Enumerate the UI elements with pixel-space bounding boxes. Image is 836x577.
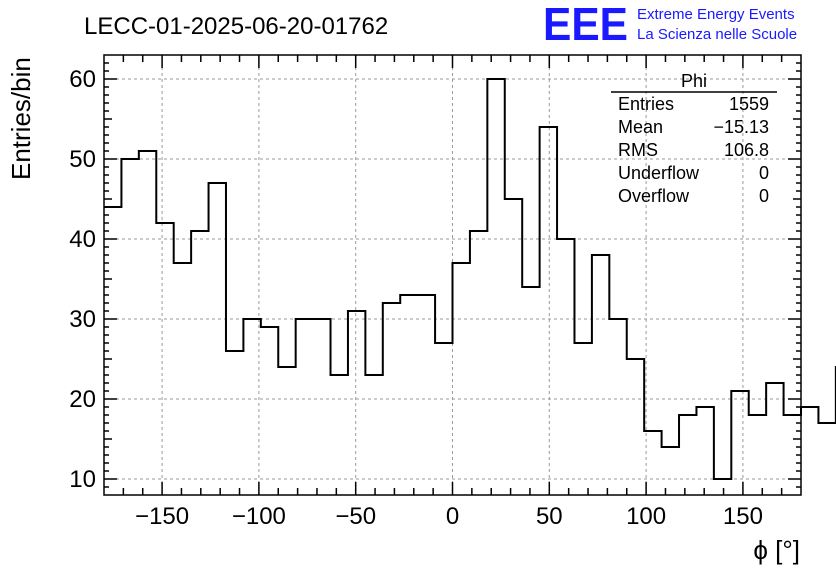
histogram-bin	[557, 239, 574, 495]
y-tick-label: 30	[69, 306, 96, 333]
histogram-bin	[714, 479, 731, 495]
histogram-bin	[574, 343, 591, 495]
histogram-bin	[801, 407, 818, 495]
histogram-bin	[627, 359, 644, 495]
histogram-bin	[278, 367, 295, 495]
histogram-bin	[522, 287, 539, 495]
histogram-bin	[174, 263, 191, 495]
y-axis-label: Entries/bin	[6, 57, 36, 180]
x-tick-label: −150	[135, 503, 189, 530]
stats-row-label: Entries	[618, 94, 674, 114]
histogram-bin	[592, 255, 609, 495]
y-tick-label: 50	[69, 146, 96, 173]
x-tick-label: −100	[232, 503, 286, 530]
histogram-bin	[400, 295, 417, 495]
x-tick-label: 50	[536, 503, 563, 530]
histogram-bin	[679, 415, 696, 495]
histogram-bin	[540, 127, 557, 495]
histogram-bin	[818, 423, 835, 495]
histogram-bin	[296, 319, 313, 495]
histogram-bin	[505, 199, 522, 495]
stats-row-value: 1559	[729, 94, 769, 114]
x-axis-label: ϕ [°]	[753, 535, 800, 565]
x-tick-label: −50	[335, 503, 376, 530]
histogram-bin	[696, 407, 713, 495]
eee-logo-mark: EEE	[543, 0, 628, 50]
stats-rows: Entries 1559 Mean −15.13 RMS 106.8 Underflow 0 O…	[618, 94, 769, 206]
histogram-bin	[226, 351, 243, 495]
histogram-bin	[609, 319, 626, 495]
y-tick-label: 40	[69, 226, 96, 253]
eee-logo-line1: Extreme Energy Events	[637, 6, 795, 23]
stats-row-value: −15.13	[713, 117, 769, 137]
eee-logo-line2: La Scienza nelle Scuole	[637, 26, 797, 43]
histogram-bin	[766, 383, 783, 495]
stats-row-value: 106.8	[724, 140, 769, 160]
histogram-bin	[453, 263, 470, 495]
histogram-bin	[418, 295, 435, 495]
histogram-bin	[348, 311, 365, 495]
histogram-bin	[662, 447, 679, 495]
histogram-bin	[383, 303, 400, 495]
histogram-bin	[121, 159, 138, 495]
histogram-bin	[470, 231, 487, 495]
x-tick-label: 100	[626, 503, 666, 530]
histogram-bin	[749, 415, 766, 495]
y-tick-label: 10	[69, 466, 96, 493]
stats-row-label: Mean	[618, 117, 663, 137]
x-tick-label: 150	[723, 503, 763, 530]
stats-row-label: Underflow	[618, 163, 700, 183]
histogram-bin	[209, 183, 226, 495]
histogram-bin	[435, 343, 452, 495]
histogram-bin	[731, 391, 748, 495]
x-tick-label: 0	[446, 503, 459, 530]
histogram-bin	[156, 223, 173, 495]
x-tick-labels: −150 −100 −50 0 50 100 150	[135, 503, 763, 530]
eee-logo: EEE Extreme Energy Events La Scienza nel…	[543, 0, 797, 50]
histogram-bin	[243, 319, 260, 495]
stats-box: Phi Entries 1559 Mean −15.13 RMS 106.8 Underfl…	[611, 71, 777, 206]
y-tick-label: 20	[69, 386, 96, 413]
y-tick-labels: 10 20 30 40 50 60	[69, 66, 96, 493]
histogram-bin	[261, 327, 278, 495]
y-tick-label: 60	[69, 66, 96, 93]
histogram-bin	[365, 375, 382, 495]
stats-row-value: 0	[759, 186, 769, 206]
stats-row-label: RMS	[618, 140, 658, 160]
histogram-bin	[191, 231, 208, 495]
histogram-bin	[139, 151, 156, 495]
histogram-bin	[331, 375, 348, 495]
chart-title: LECC-01-2025-06-20-01762	[84, 13, 388, 40]
stats-row-label: Overflow	[618, 186, 690, 206]
stats-row-value: 0	[759, 163, 769, 183]
stats-title: Phi	[681, 71, 707, 91]
histogram-bin	[313, 319, 330, 495]
histogram-bin	[487, 79, 504, 495]
